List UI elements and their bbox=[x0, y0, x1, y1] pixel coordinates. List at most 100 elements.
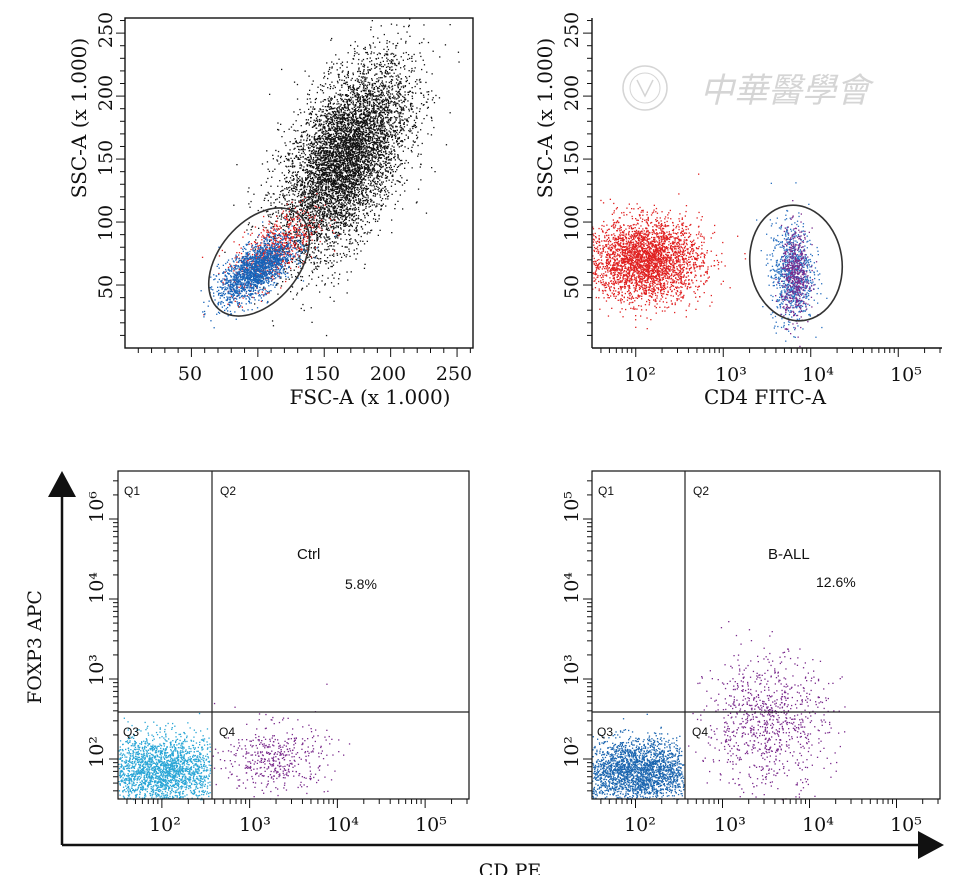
scatter-point bbox=[363, 155, 365, 158]
scatter-point bbox=[277, 150, 280, 153]
scatter-point bbox=[265, 211, 268, 213]
scatter-point bbox=[292, 298, 294, 300]
scatter-point bbox=[337, 214, 339, 216]
scatter-point bbox=[379, 150, 381, 152]
scatter-point bbox=[299, 179, 301, 181]
scatter-point bbox=[320, 236, 322, 239]
scatter-point bbox=[305, 157, 307, 160]
scatter-point bbox=[374, 152, 376, 154]
scatter-point bbox=[391, 93, 394, 95]
scatter-point bbox=[346, 100, 349, 103]
scatter-point bbox=[397, 74, 399, 76]
scatter-point bbox=[282, 193, 284, 195]
scatter-point bbox=[332, 108, 334, 110]
scatter-point bbox=[320, 189, 322, 191]
scatter-point bbox=[320, 218, 323, 220]
scatter-point bbox=[383, 154, 385, 157]
scatter-point bbox=[386, 147, 388, 150]
scatter-point bbox=[347, 201, 349, 204]
scatter-point bbox=[312, 208, 314, 210]
scatter-point bbox=[318, 137, 320, 139]
scatter-point bbox=[366, 149, 368, 151]
scatter-point bbox=[354, 169, 356, 172]
scatter-point bbox=[321, 188, 323, 190]
scatter-point bbox=[363, 98, 366, 100]
scatter-point bbox=[328, 142, 331, 144]
scatter-point bbox=[373, 102, 375, 104]
scatter-point bbox=[368, 146, 370, 149]
scatter-point bbox=[319, 148, 321, 151]
scatter-point bbox=[375, 100, 377, 102]
scatter-point bbox=[346, 246, 348, 248]
scatter-point bbox=[345, 199, 347, 202]
scatter-point bbox=[333, 142, 335, 144]
scatter-point bbox=[306, 171, 308, 173]
scatter-point bbox=[356, 146, 358, 148]
scatter-point bbox=[320, 191, 322, 193]
scatter-point bbox=[309, 201, 311, 203]
scatter-point bbox=[360, 110, 362, 112]
scatter-point bbox=[381, 140, 384, 142]
scatter-point bbox=[293, 157, 296, 159]
scatter-point bbox=[412, 127, 414, 130]
scatter-point bbox=[344, 121, 346, 124]
scatter-point bbox=[400, 82, 402, 85]
scatter-point bbox=[323, 150, 326, 152]
scatter-point bbox=[313, 191, 315, 194]
scatter-point bbox=[360, 122, 362, 124]
scatter-point bbox=[339, 214, 341, 216]
scatter-point bbox=[309, 185, 311, 188]
scatter-point bbox=[356, 106, 359, 108]
scatter-point bbox=[315, 168, 317, 170]
scatter-point bbox=[293, 208, 295, 210]
scatter-point bbox=[329, 238, 331, 240]
scatter-point bbox=[342, 169, 344, 171]
scatter-point bbox=[340, 133, 342, 135]
scatter-point bbox=[353, 215, 356, 217]
scatter-point bbox=[326, 215, 329, 217]
scatter-point bbox=[367, 201, 369, 204]
scatter-point bbox=[339, 170, 341, 172]
scatter-point bbox=[404, 99, 406, 101]
scatter-point bbox=[331, 226, 333, 228]
scatter-point bbox=[367, 53, 369, 55]
scatter-point bbox=[344, 113, 346, 115]
scatter-point bbox=[407, 91, 409, 93]
scatter-point bbox=[287, 203, 290, 206]
scatter-point bbox=[393, 149, 395, 151]
scatter-point bbox=[314, 232, 316, 234]
scatter-point bbox=[329, 103, 331, 105]
scatter-point bbox=[387, 63, 390, 65]
scatter-point bbox=[328, 150, 330, 153]
scatter-point bbox=[305, 179, 307, 181]
scatter-point bbox=[330, 164, 332, 166]
scatter-point bbox=[383, 54, 386, 57]
scatter-point bbox=[408, 91, 410, 93]
scatter-point bbox=[380, 204, 382, 207]
scatter-point bbox=[399, 80, 401, 83]
scatter-point bbox=[334, 96, 336, 98]
scatter-point bbox=[365, 168, 367, 170]
scatter-point bbox=[331, 126, 333, 128]
scatter-point bbox=[354, 110, 356, 112]
scatter-point bbox=[299, 258, 301, 260]
scatter-point bbox=[321, 157, 323, 159]
scatter-point bbox=[318, 170, 320, 172]
scatter-point bbox=[310, 152, 313, 155]
scatter-point bbox=[301, 178, 303, 180]
scatter-point bbox=[387, 133, 389, 135]
scatter-point bbox=[326, 119, 329, 121]
scatter-point bbox=[330, 160, 333, 162]
scatter-point bbox=[363, 85, 365, 87]
scatter-point bbox=[380, 154, 382, 156]
scatter-point bbox=[355, 193, 357, 196]
scatter-point bbox=[304, 70, 306, 72]
scatter-point bbox=[392, 60, 394, 62]
scatter-point bbox=[309, 154, 311, 156]
scatter-point bbox=[388, 144, 390, 146]
scatter-point bbox=[298, 195, 300, 197]
scatter-point bbox=[385, 174, 387, 177]
scatter-point bbox=[355, 160, 357, 162]
scatter-point bbox=[344, 126, 347, 128]
scatter-point bbox=[330, 72, 332, 74]
